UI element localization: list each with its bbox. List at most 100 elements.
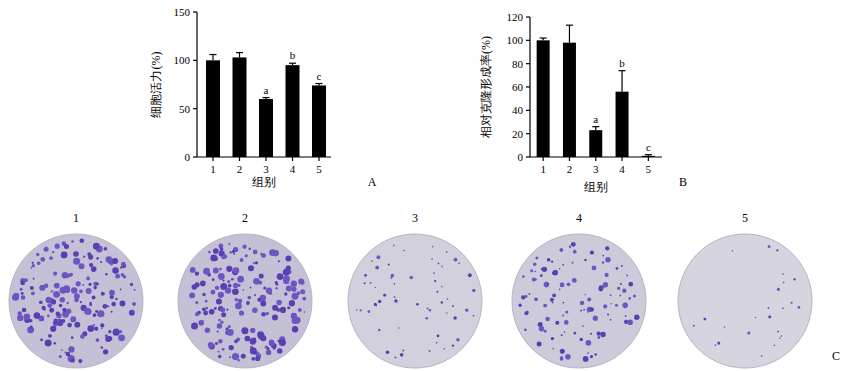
colony [628,282,633,287]
x-tick-label: 2 [237,163,243,175]
colony [456,338,459,341]
colony [776,249,778,251]
y-tick-label: 20 [512,128,524,140]
colony [574,332,577,335]
colony [111,311,113,313]
significance-letter: b [619,57,625,69]
x-tick-label: 2 [567,163,573,175]
colony [394,299,397,302]
colony [87,252,91,256]
colony [109,290,115,296]
y-tick-label: 150 [174,6,191,18]
colony [433,272,435,274]
colony [217,323,222,328]
colony [241,354,246,359]
colony [544,330,547,333]
x-axis-label: 组别 [584,180,608,194]
colony [51,299,56,304]
colony [560,356,563,359]
colony [79,263,85,269]
y-tick-label: 40 [512,104,524,116]
colony [200,281,206,287]
colony [218,319,221,322]
colony [238,299,242,303]
colony [400,353,404,357]
error-bar [316,84,323,86]
colony [265,346,268,349]
colony [580,309,582,311]
colony [53,291,60,298]
colony [45,339,52,346]
colony [565,354,571,360]
colony [67,323,72,328]
colony [227,280,230,283]
colony [37,261,40,264]
x-tick-label: 1 [540,163,546,175]
colony [250,328,255,333]
colony [567,282,571,286]
colony [626,275,628,277]
colony [91,266,97,272]
y-tick-label: 100 [507,34,524,46]
colony [212,278,215,281]
colony [441,266,443,268]
colony [82,284,84,286]
colony [61,251,68,258]
colony [50,326,56,332]
colony [562,264,564,266]
colony [240,258,244,262]
colony [590,251,594,255]
colony [539,326,544,331]
colony [120,267,122,269]
colony [205,300,208,303]
colony [202,307,206,311]
colony [768,245,771,248]
error-bar [592,127,599,131]
colony [615,304,618,307]
colony [724,326,726,328]
error-bar [210,55,217,61]
colony [228,284,232,288]
colony [251,357,255,361]
colony [228,243,230,245]
colony [40,257,45,262]
colony [781,335,783,337]
colony [473,315,475,317]
colony [68,346,74,352]
colony [56,319,63,326]
colony [191,322,198,329]
colony [195,271,199,275]
colony [394,356,396,358]
colony [258,280,262,284]
colony [560,349,565,354]
colony [374,303,377,306]
colony [220,307,225,312]
colony [242,289,244,291]
colony [134,289,136,291]
colony [121,273,125,277]
colony [100,323,104,327]
y-axis-label: 相对克隆形成率(%) [479,36,493,138]
colony [545,317,550,322]
colony [32,264,35,267]
colony [597,331,601,335]
colony [203,268,210,275]
colony [273,347,276,350]
colony [31,267,33,269]
colony [76,281,81,286]
plate [678,234,812,368]
colony [229,251,232,254]
colony [547,258,551,262]
colony [86,277,90,281]
colony [528,293,530,295]
colony [96,338,100,342]
bar [259,99,273,157]
colony [103,304,108,309]
colony [210,254,217,261]
colony [275,287,278,290]
colony [280,307,286,313]
colony [239,310,244,315]
colony [276,300,282,306]
x-tick-label: 4 [619,163,625,175]
x-tick [648,157,649,161]
